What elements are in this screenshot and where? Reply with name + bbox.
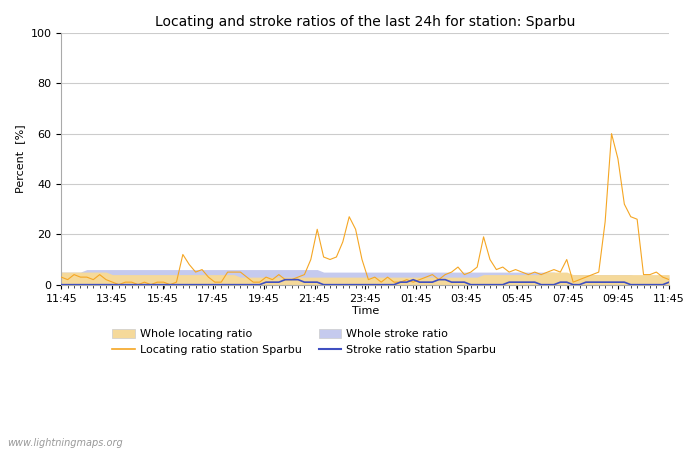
Text: www.lightningmaps.org: www.lightningmaps.org: [7, 438, 122, 448]
X-axis label: Time: Time: [351, 306, 379, 316]
Legend: Whole locating ratio, Locating ratio station Sparbu, Whole stroke ratio, Stroke : Whole locating ratio, Locating ratio sta…: [108, 324, 501, 360]
Title: Locating and stroke ratios of the last 24h for station: Sparbu: Locating and stroke ratios of the last 2…: [155, 15, 575, 29]
Y-axis label: Percent  [%]: Percent [%]: [15, 125, 25, 193]
